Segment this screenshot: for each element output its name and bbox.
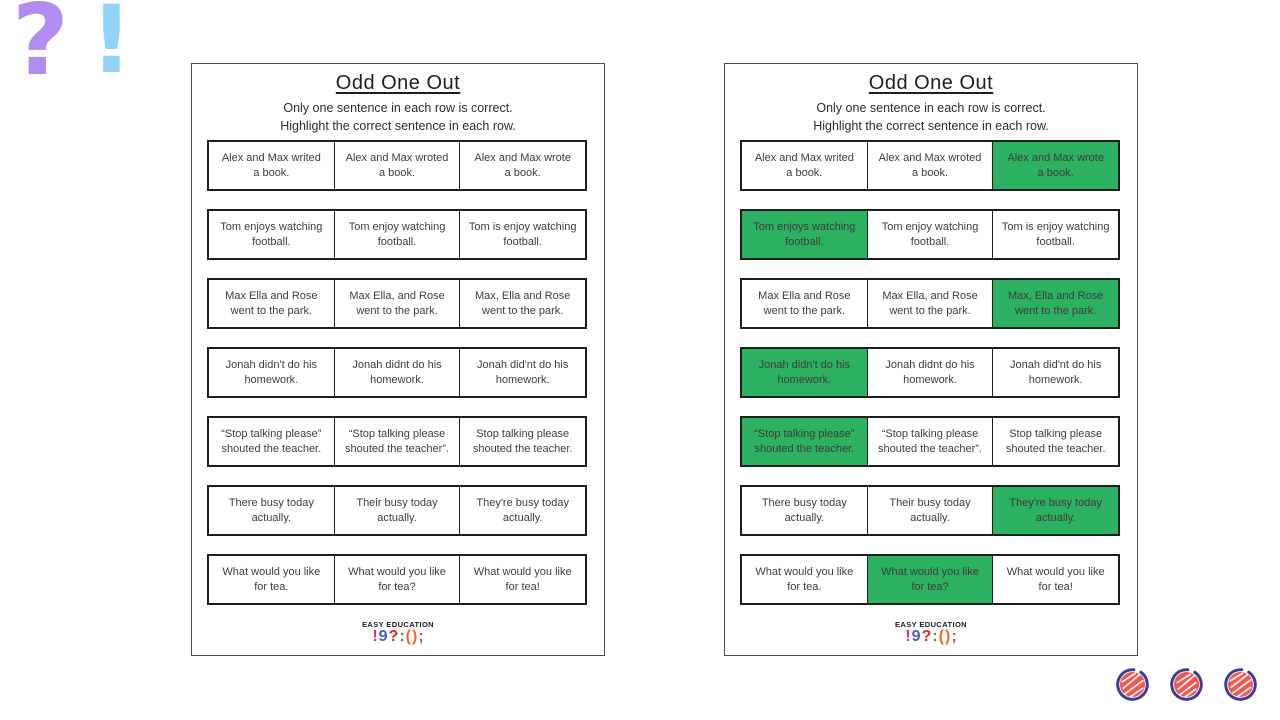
sentence-row: There busy today actually. Their busy toda…: [740, 485, 1120, 536]
question-mark-decoration: ?: [12, 0, 69, 98]
sentence-cell-highlighted[interactable]: “Stop talking please” shouted the teacher…: [742, 418, 868, 465]
worksheet-title: Odd One Out: [335, 72, 461, 94]
logo-character: 9: [911, 628, 921, 646]
worksheet-instructions: Only one sentence in each row is correct…: [725, 100, 1137, 135]
worksheet-title: Odd One Out: [868, 72, 994, 94]
sentence-cell-highlighted[interactable]: Max, Ella and Rose went to the park.: [993, 280, 1119, 327]
instructions-line-1: Only one sentence in each row is correct…: [283, 101, 513, 115]
sentence-grid: Alex and Max writed a book. Alex and Max w…: [740, 140, 1120, 623]
sentence-cell[interactable]: “Stop talking please shouted the teacher”…: [868, 418, 994, 465]
worksheet-footer: EASY EDUCATION !9?:();: [192, 620, 604, 646]
sentence-cell[interactable]: “Stop talking please shouted the teacher”…: [335, 418, 461, 465]
sentence-row: Jonah didn't do his homework. Jonah didnt …: [740, 347, 1120, 398]
logo-character: ?: [388, 628, 399, 646]
worksheet-unanswered: Odd One Out Only one sentence in each ro…: [191, 63, 605, 656]
sentence-cell[interactable]: Alex and Max wroted a book.: [868, 142, 994, 189]
sentence-cell[interactable]: Jonah didn't do his homework.: [209, 349, 335, 396]
sentence-cell[interactable]: Tom enjoy watching football.: [335, 211, 461, 258]
worksheet-instructions: Only one sentence in each row is correct…: [192, 100, 604, 135]
sentence-cell[interactable]: Stop talking please shouted the teacher.: [472, 428, 573, 455]
worksheet-footer: EASY EDUCATION !9?:();: [725, 620, 1137, 646]
sentence-row: Alex and Max writed a book. Alex and Max w…: [740, 140, 1120, 191]
sentence-cell-highlighted[interactable]: They're busy today actually.: [993, 487, 1119, 534]
sentence-cell[interactable]: Alex and Max writed a book.: [209, 142, 335, 189]
logo-character: 9: [378, 628, 388, 646]
logo-character: (: [405, 628, 411, 646]
brand-name: EASY EDUCATION: [362, 620, 434, 630]
sentence-cell[interactable]: Jonah didnt do his homework.: [868, 349, 994, 396]
sentence-cell[interactable]: Alex and Max wroted a book.: [335, 142, 461, 189]
sentence-cell[interactable]: Max, Ella and Rose went to the park.: [474, 290, 571, 317]
sentence-cell-highlighted[interactable]: Jonah didn't do his homework.: [742, 349, 868, 396]
brand-name: EASY EDUCATION: [895, 620, 967, 630]
sentence-cell[interactable]: What would you like for tea?: [335, 556, 461, 603]
sentence-cell[interactable]: Tom is enjoy watching football.: [1001, 221, 1110, 248]
sentence-cell[interactable]: “Stop talking please” shouted the teacher…: [209, 418, 335, 465]
sentence-cell[interactable]: Tom enjoys watching football.: [209, 211, 335, 258]
sentence-row: “Stop talking please” shouted the teacher…: [207, 416, 587, 467]
sentence-cell[interactable]: There busy today actually.: [209, 487, 335, 534]
logo-character: ;: [418, 628, 424, 646]
sentence-cell[interactable]: What would you like for tea!: [1006, 566, 1105, 593]
instructions-line-2: Highlight the correct sentence in each r…: [813, 118, 1049, 133]
sentence-cell[interactable]: What would you like for tea!: [473, 566, 572, 593]
sentence-row: What would you like for tea. What would yo…: [740, 554, 1120, 605]
sentence-row: Alex and Max writed a book. Alex and Max w…: [207, 140, 587, 191]
sentence-cell[interactable]: Jonah did'nt do his homework.: [476, 359, 569, 386]
logo-character: :: [932, 628, 938, 646]
logo-character: !: [372, 628, 378, 646]
sentence-cell[interactable]: Tom is enjoy watching football.: [468, 221, 577, 248]
sentence-cell[interactable]: Jonah did'nt do his homework.: [1009, 359, 1102, 386]
sentence-cell[interactable]: Max Ella, and Rose went to the park.: [335, 280, 461, 327]
sentence-grid: Alex and Max writed a book. Alex and Max w…: [207, 140, 587, 623]
sentence-cell-highlighted[interactable]: What would you like for tea?: [867, 556, 994, 603]
sentence-row: What would you like for tea. What would yo…: [207, 554, 587, 605]
brand-logo: !9?:();: [725, 628, 1137, 646]
sentence-cell[interactable]: They're busy today actually.: [476, 497, 569, 524]
scribble-circle-icon: [1116, 668, 1149, 701]
logo-character: :: [399, 628, 405, 646]
sentence-cell[interactable]: Jonah didnt do his homework.: [335, 349, 461, 396]
sentence-cell[interactable]: Alex and Max wrote a book.: [474, 152, 571, 179]
exclamation-mark-decoration: !: [90, 0, 133, 95]
scribble-circle-icon: [1170, 668, 1203, 701]
brand-logo: !9?:();: [192, 628, 604, 646]
sentence-row: Max Ella and Rose went to the park. Max El…: [740, 278, 1120, 329]
sentence-cell[interactable]: Their busy today actually.: [868, 487, 994, 534]
worksheet-answered: Odd One Out Only one sentence in each ro…: [724, 63, 1138, 656]
logo-character: ): [945, 628, 951, 646]
sentence-row: There busy today actually. Their busy toda…: [207, 485, 587, 536]
sentence-cell[interactable]: Their busy today actually.: [335, 487, 461, 534]
sentence-cell[interactable]: Alex and Max writed a book.: [742, 142, 868, 189]
sentence-cell[interactable]: There busy today actually.: [742, 487, 868, 534]
logo-character: ;: [951, 628, 957, 646]
sentence-cell[interactable]: What would you like for tea.: [209, 556, 335, 603]
sentence-row: Tom enjoys watching football. Tom enjoy wa…: [207, 209, 587, 260]
sentence-cell[interactable]: Max Ella and Rose went to the park.: [209, 280, 335, 327]
sentence-row: Tom enjoys watching football. Tom enjoy wa…: [740, 209, 1120, 260]
sentence-cell[interactable]: Stop talking please shouted the teacher.: [1005, 428, 1106, 455]
scribble-circle-icon: [1224, 668, 1257, 701]
logo-character: (: [938, 628, 944, 646]
sentence-row: “Stop talking please” shouted the teacher…: [740, 416, 1120, 467]
logo-character: ?: [921, 628, 932, 646]
instructions-line-2: Highlight the correct sentence in each r…: [280, 118, 516, 133]
sentence-row: Max Ella and Rose went to the park. Max El…: [207, 278, 587, 329]
logo-character: ): [412, 628, 418, 646]
instructions-line-1: Only one sentence in each row is correct…: [816, 101, 1046, 115]
sentence-cell[interactable]: Max Ella, and Rose went to the park.: [868, 280, 994, 327]
sentence-cell[interactable]: Tom enjoy watching football.: [868, 211, 994, 258]
sentence-row: Jonah didn't do his homework. Jonah didnt …: [207, 347, 587, 398]
sentence-cell-highlighted[interactable]: Tom enjoys watching football.: [742, 211, 868, 258]
logo-character: !: [905, 628, 911, 646]
sentence-cell[interactable]: What would you like for tea.: [742, 556, 868, 603]
sentence-cell-highlighted[interactable]: Alex and Max wrote a book.: [993, 142, 1119, 189]
sentence-cell[interactable]: Max Ella and Rose went to the park.: [742, 280, 868, 327]
